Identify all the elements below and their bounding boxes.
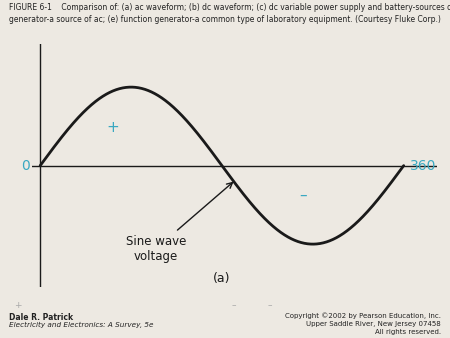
Text: Dale R. Patrick: Dale R. Patrick [9, 313, 73, 322]
Text: Electricity and Electronics: A Survey, 5e: Electricity and Electronics: A Survey, 5… [9, 322, 153, 328]
Text: All rights reserved.: All rights reserved. [375, 329, 441, 335]
Text: 0: 0 [21, 159, 30, 173]
Text: (a): (a) [213, 272, 230, 285]
Text: Upper Saddle River, New Jersey 07458: Upper Saddle River, New Jersey 07458 [306, 321, 441, 327]
Text: Copyright ©2002 by Pearson Education, Inc.: Copyright ©2002 by Pearson Education, In… [285, 313, 441, 319]
Text: 360: 360 [410, 159, 436, 173]
Text: –: – [300, 188, 307, 203]
Text: –: – [232, 301, 236, 310]
Text: FIGURE 6-1    Comparison of: (a) ac waveform; (b) dc waveform; (c) dc variable p: FIGURE 6-1 Comparison of: (a) ac wavefor… [9, 3, 450, 13]
Text: generator-a source of ac; (e) function generator-a common type of laboratory equ: generator-a source of ac; (e) function g… [9, 15, 441, 24]
Text: +: + [106, 120, 119, 136]
Text: Sine wave
voltage: Sine wave voltage [126, 183, 233, 263]
Text: +: + [14, 301, 22, 310]
Text: –: – [268, 301, 272, 310]
